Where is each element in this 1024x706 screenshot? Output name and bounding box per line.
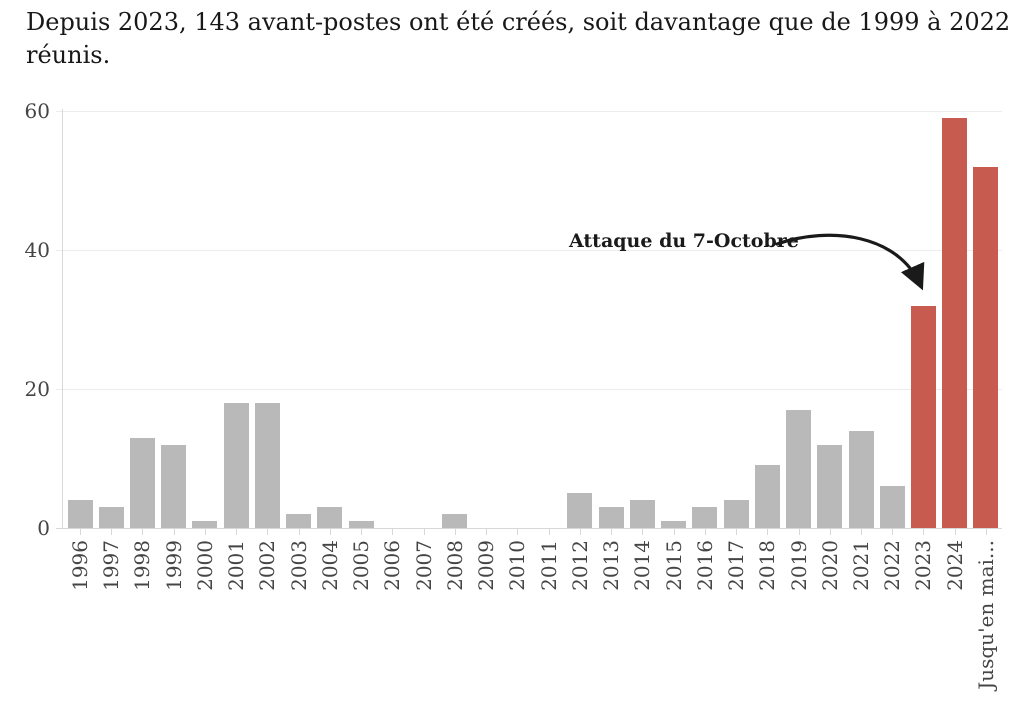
bar-2012 [567,493,593,528]
x-tick-label-2020: 2020 [817,540,842,591]
x-tick-label-2013: 2013 [599,540,624,591]
x-tick-label-2021: 2021 [849,540,873,591]
y-tick-label-40: 40 [24,238,50,262]
bar-2005 [348,521,374,528]
gridline-20 [56,388,1002,390]
bar-2017 [723,500,749,528]
x-tick-1998 [142,528,144,535]
x-tick-label-1997: 1997 [99,540,124,591]
bar-1997 [98,507,124,528]
bar-2016 [692,507,718,528]
x-tick-label-2010: 2010 [505,540,530,591]
x-tick-2018 [767,528,769,535]
x-tick-label-1999: 1999 [161,540,186,591]
x-tick-label-2007: 2007 [411,540,436,591]
gridline-40 [56,249,1002,251]
x-tick-2000 [204,528,206,535]
x-tick-2008 [454,528,456,535]
x-tick-label-2022: 2022 [880,540,905,591]
bar-2021 [848,430,874,528]
bar-1999 [161,444,187,528]
x-tick-2003 [298,528,300,535]
bar-2008 [442,514,468,528]
bar-2014 [629,500,655,528]
x-tick-1999 [173,528,175,535]
bar-Jusqu'en mai... [973,166,999,528]
x-tick-2004 [329,528,331,535]
x-tick-label-2023: 2023 [911,540,936,591]
x-tick-label-2002: 2002 [255,540,280,591]
x-tick-2020 [829,528,831,535]
x-tick-2002 [267,528,269,535]
bar-2002 [254,402,280,528]
x-tick-label-2008: 2008 [442,540,467,591]
x-axis-line [56,527,1002,529]
bar-2004 [317,507,343,528]
annotation-label: Attaque du 7-Octobre [569,230,799,252]
bar-2024 [942,117,968,528]
x-tick-label-1998: 1998 [130,540,155,591]
x-tick-2009 [486,528,488,535]
bar-2000 [192,521,218,528]
x-tick-1997 [111,528,113,535]
x-tick-label-2014: 2014 [630,540,655,591]
bar-2022 [879,486,905,528]
x-tick-2013 [611,528,613,535]
y-tick-label-0: 0 [37,516,50,540]
bar-2020 [817,444,843,528]
x-tick-2019 [798,528,800,535]
x-tick-2022 [892,528,894,535]
x-tick-2014 [642,528,644,535]
bar-2018 [754,465,780,528]
x-tick-label-2015: 2015 [661,540,686,591]
x-tick-label-2006: 2006 [380,540,405,591]
x-tick-2016 [704,528,706,535]
bar-1996 [67,500,93,528]
x-tick-2005 [361,528,363,535]
x-tick-label-2001: 2001 [224,540,249,591]
x-tick-2012 [579,528,581,535]
bar-2013 [598,507,624,528]
x-tick-label-2018: 2018 [755,540,780,591]
bar-2001 [223,402,249,528]
x-tick-label-Jusqu'en mai...: Jusqu'en mai... [973,540,998,690]
x-tick-2007 [423,528,425,535]
x-tick-2021 [861,528,862,535]
x-tick-2006 [392,528,394,535]
x-tick-label-2016: 2016 [692,540,717,591]
y-tick-label-60: 60 [24,99,50,123]
bar-2003 [286,514,312,528]
bar-2019 [786,409,812,528]
x-tick-label-2011: 2011 [536,540,561,591]
x-tick-2023 [923,528,925,535]
chart-title: Depuis 2023, 143 avant-postes ont été cr… [26,8,1011,69]
x-tick-2010 [517,528,519,535]
x-tick-label-2017: 2017 [724,540,749,591]
x-tick-label-2009: 2009 [474,540,499,591]
x-tick-label-2003: 2003 [286,540,311,591]
x-tick-label-2004: 2004 [317,540,342,591]
x-tick-Jusqu'en mai... [985,528,987,535]
x-tick-label-2024: 2024 [942,540,967,591]
x-tick-label-2019: 2019 [786,540,811,591]
x-tick-2011 [548,528,550,535]
bar-2015 [661,521,687,528]
x-tick-label-2012: 2012 [567,540,592,591]
bar-2023 [910,305,936,528]
x-tick-label-1996: 1996 [68,540,92,591]
y-axis-line [62,109,63,528]
x-tick-label-2005: 2005 [349,540,374,591]
x-tick-2017 [736,528,738,535]
gridline-60 [56,110,1002,112]
x-tick-label-2000: 2000 [192,540,217,591]
x-tick-2001 [236,528,238,535]
x-tick-2015 [673,528,675,535]
x-tick-1996 [80,528,81,535]
x-tick-2024 [954,528,956,535]
bar-1998 [129,437,155,528]
y-tick-label-20: 20 [24,377,50,401]
